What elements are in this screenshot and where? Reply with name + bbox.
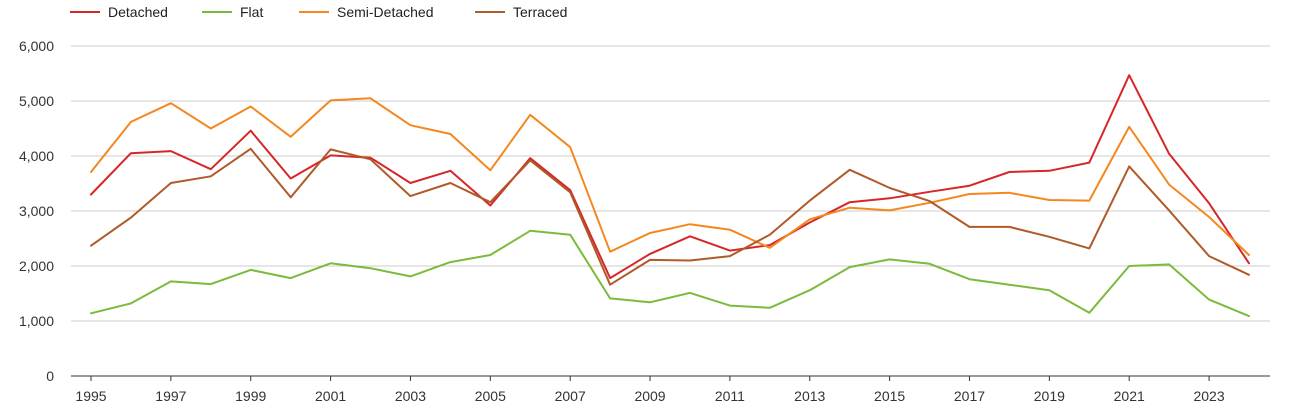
- gridlines: [71, 45, 1270, 322]
- legend-item-detached: Detached: [70, 4, 168, 20]
- series-line-flat: [90, 229, 1250, 318]
- legend-item-semi-detached: Semi-Detached: [299, 4, 434, 20]
- legend-label: Terraced: [513, 4, 567, 20]
- y-tick-label: 5,000: [19, 93, 54, 109]
- series-line-terraced: [90, 147, 1250, 286]
- legend-label: Detached: [108, 4, 168, 20]
- x-tick-label: 2001: [315, 388, 346, 404]
- series-lines: [90, 74, 1250, 318]
- x-tick-label: 1997: [155, 388, 186, 404]
- y-tick-label: 6,000: [19, 38, 54, 54]
- axes: 0 1,000 2,000 3,000 4,000 5,000 6,000 1995 1997 1…: [19, 38, 1270, 404]
- y-tick-label: 1,000: [19, 313, 54, 329]
- x-tick-label: 2009: [634, 388, 665, 404]
- x-tick-label: 2015: [874, 388, 905, 404]
- x-tick-label: 2019: [1034, 388, 1065, 404]
- legend-item-terraced: Terraced: [475, 4, 567, 20]
- series-line-semi-detached: [90, 97, 1250, 256]
- legend-label: Flat: [240, 4, 263, 20]
- x-tick-label: 2017: [954, 388, 985, 404]
- legend-item-flat: Flat: [202, 4, 263, 20]
- y-tick-label: 2,000: [19, 258, 54, 274]
- x-tick-label: 2011: [715, 388, 745, 404]
- legend-label: Semi-Detached: [337, 4, 434, 20]
- y-tick-label: 0: [46, 368, 54, 384]
- x-tick-label: 1999: [235, 388, 266, 404]
- x-tick-label: 2007: [555, 388, 586, 404]
- x-tick-label: 2013: [794, 388, 825, 404]
- x-tick-label: 2021: [1114, 388, 1145, 404]
- y-tick-label: 3,000: [19, 203, 54, 219]
- x-tick-label: 2003: [395, 388, 426, 404]
- x-tick-label: 2005: [475, 388, 506, 404]
- y-tick-label: 4,000: [19, 148, 54, 164]
- x-tick-label: 2023: [1193, 388, 1224, 404]
- series-line-detached: [90, 74, 1250, 280]
- legend: Detached Flat Semi-Detached Terraced: [70, 4, 567, 20]
- x-tick-label: 1995: [75, 388, 106, 404]
